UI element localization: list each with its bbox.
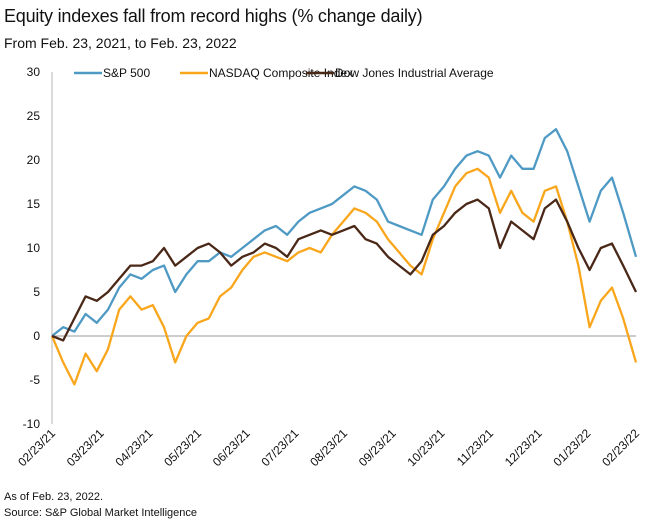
x-tick-label: 06/23/21: [210, 426, 253, 469]
y-tick-label: 20: [27, 153, 41, 167]
series-line-3: [51, 198, 638, 342]
y-tick-label: 10: [27, 241, 41, 255]
y-tick-label: 5: [33, 285, 40, 299]
series-line-2: [50, 167, 638, 386]
x-tick-label: 04/23/21: [113, 426, 156, 469]
legend-label-2: NASDAQ Composite Index: [209, 66, 353, 80]
y-tick-label: 0: [33, 329, 40, 343]
x-tick-label: 01/23/22: [551, 426, 594, 469]
chart-subtitle: From Feb. 23, 2021, to Feb. 23, 2022: [4, 35, 237, 51]
x-tick-label: 02/23/21: [15, 426, 58, 469]
y-tick-label: 15: [27, 197, 41, 211]
y-tick-label: -5: [29, 373, 40, 387]
series-line-1: [51, 128, 638, 337]
x-tick-label: 02/23/22: [599, 426, 642, 469]
x-tick-label: 11/23/21: [454, 426, 497, 469]
x-tick-label: 12/23/21: [502, 426, 545, 469]
y-tick-label: 30: [27, 65, 41, 79]
x-tick-label: 10/23/21: [405, 426, 448, 469]
legend-label-3: Dow Jones Industrial Average: [335, 66, 494, 80]
x-tick-label: 05/23/21: [161, 426, 204, 469]
x-tick-label: 08/23/21: [307, 426, 350, 469]
x-tick-label: 09/23/21: [356, 426, 399, 469]
x-tick-label: 03/23/21: [64, 426, 107, 469]
footnote: As of Feb. 23, 2022.: [4, 491, 104, 503]
chart-title: Equity indexes fall from record highs (%…: [4, 6, 423, 26]
y-tick-label: 25: [27, 109, 41, 123]
x-tick-label: 07/23/21: [259, 426, 302, 469]
source-note: Source: S&P Global Market Intelligence: [4, 507, 198, 519]
y-tick-label: -10: [23, 417, 41, 431]
legend-label-1: S&P 500: [103, 66, 150, 80]
